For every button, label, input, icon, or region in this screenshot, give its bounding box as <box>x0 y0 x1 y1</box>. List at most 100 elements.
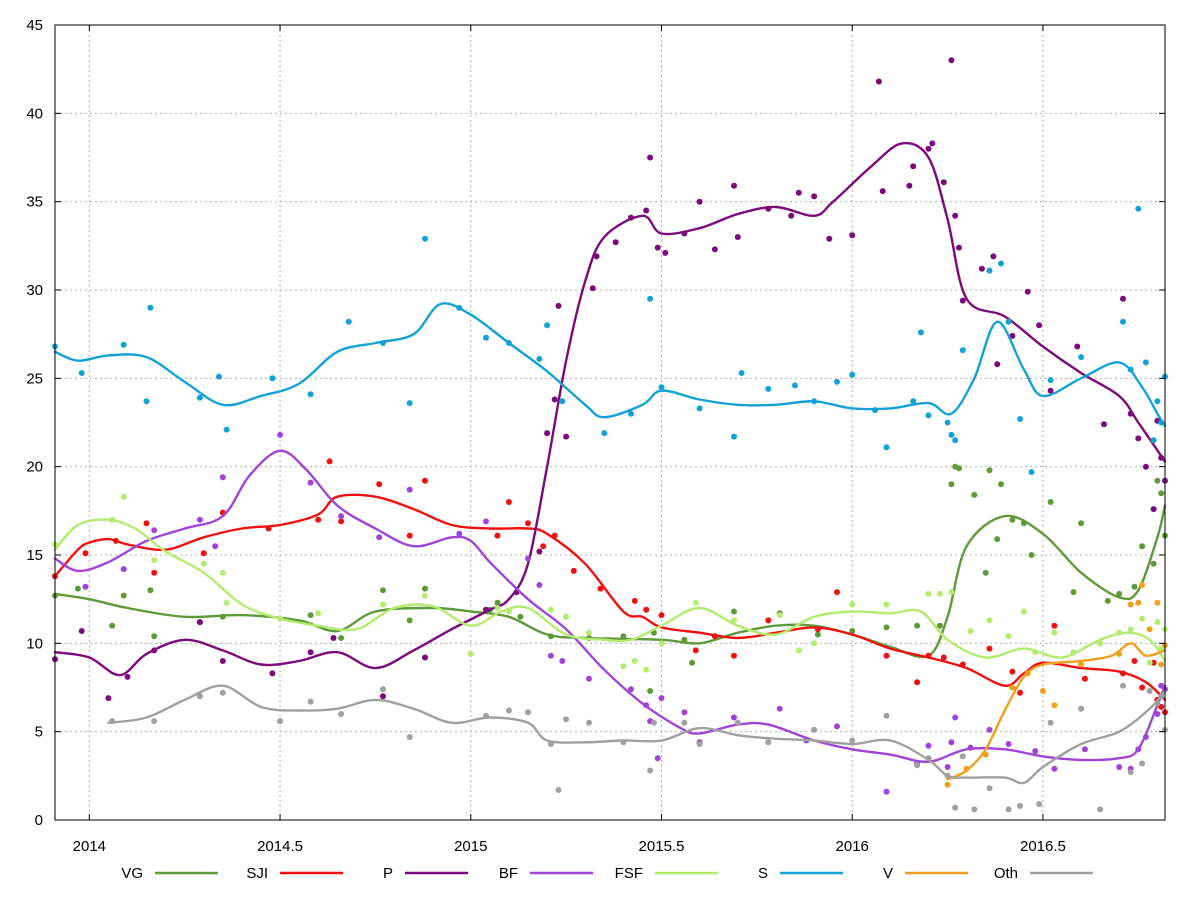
point-s <box>483 334 489 341</box>
point-s <box>143 398 150 405</box>
point-fsf <box>380 601 386 608</box>
point-vg <box>1009 516 1016 523</box>
point-p <box>875 78 882 85</box>
point-vg <box>956 465 962 472</box>
point-vg <box>494 599 501 606</box>
point-sji <box>643 606 650 613</box>
y-tick-label: 15 <box>26 547 43 564</box>
point-sji <box>940 654 947 661</box>
point-vg <box>689 659 695 666</box>
point-sji <box>570 567 577 574</box>
point-p <box>612 239 619 246</box>
y-tick-label: 35 <box>26 194 43 211</box>
point-sji <box>525 520 531 527</box>
point-p <box>696 198 703 205</box>
point-s <box>406 400 413 407</box>
point-v <box>1009 684 1016 691</box>
axis-ticks: 0 5 10 15 20 25 30 35 40 45 2014 2014.5 2015 2015.5 20… <box>26 17 1165 855</box>
point-vg <box>948 481 955 488</box>
point-p <box>563 433 570 440</box>
point-p <box>78 628 85 634</box>
point-s <box>986 267 993 274</box>
point-vg <box>914 622 921 629</box>
point-fsf <box>1020 608 1027 615</box>
point-oth <box>505 707 512 714</box>
point-bf <box>586 675 592 682</box>
point-p <box>910 163 917 170</box>
point-fsf <box>658 640 665 647</box>
x-tick-label: 2015.5 <box>639 838 685 855</box>
point-s <box>1135 205 1142 212</box>
point-sji <box>494 532 501 539</box>
legend-label-vg: VG <box>121 865 143 882</box>
point-oth <box>914 762 921 769</box>
point-fsf <box>620 663 627 670</box>
point-fsf <box>422 592 428 599</box>
point-vg <box>982 569 989 576</box>
point-sji <box>82 550 89 557</box>
point-s <box>628 410 634 417</box>
point-vg <box>1104 597 1111 604</box>
trend-line-fsf <box>53 518 1167 663</box>
point-fsf <box>223 599 230 606</box>
point-oth <box>647 767 654 774</box>
point-bf <box>1051 765 1058 772</box>
point-p <box>734 234 741 240</box>
point-s <box>910 398 917 405</box>
point-bf <box>948 739 955 746</box>
point-p <box>1036 322 1043 329</box>
point-bf <box>277 431 284 438</box>
point-sji <box>986 645 993 652</box>
point-oth <box>849 737 856 744</box>
point-p <box>330 635 337 641</box>
point-vg <box>647 688 654 694</box>
point-p <box>1047 387 1054 394</box>
point-s <box>345 318 352 325</box>
point-fsf <box>811 640 818 647</box>
y-tick-label: 5 <box>35 724 43 741</box>
point-fsf <box>849 601 856 608</box>
point-oth <box>1078 705 1085 712</box>
point-oth <box>307 698 314 705</box>
point-vg <box>380 587 386 594</box>
point-bf <box>307 479 314 486</box>
point-fsf <box>883 601 890 608</box>
point-p <box>994 361 1001 368</box>
point-vg <box>120 592 127 599</box>
point-fsf <box>1097 640 1104 647</box>
point-oth <box>650 719 657 726</box>
point-s <box>917 329 924 336</box>
point-vg <box>147 587 154 594</box>
point-sji <box>883 652 890 659</box>
point-fsf <box>986 617 993 624</box>
point-p <box>593 253 600 260</box>
point-bf <box>483 518 489 525</box>
point-v <box>1051 702 1058 709</box>
point-bf <box>559 658 566 664</box>
plot-frame <box>54 24 1166 821</box>
trend-line-oth <box>107 684 1167 785</box>
point-v <box>1039 688 1046 694</box>
point-vg <box>994 536 1001 543</box>
point-fsf <box>631 658 638 664</box>
point-vg <box>517 613 524 620</box>
point-p <box>544 430 551 437</box>
point-oth <box>219 689 226 696</box>
point-v <box>1146 626 1153 633</box>
point-p <box>948 57 955 64</box>
point-s <box>422 235 428 242</box>
legend-label-oth: Oth <box>994 865 1018 882</box>
point-p <box>788 212 795 219</box>
point-v <box>944 781 951 788</box>
point-oth <box>811 726 818 733</box>
point-sji <box>338 518 345 525</box>
point-s <box>952 437 959 444</box>
point-vg <box>1028 552 1035 558</box>
legend-label-s: S <box>758 865 768 882</box>
point-s <box>147 304 154 311</box>
point-p <box>589 285 596 292</box>
point-s <box>536 355 543 362</box>
point-sji <box>658 612 665 619</box>
point-sji <box>914 679 921 686</box>
point-s <box>834 378 840 385</box>
